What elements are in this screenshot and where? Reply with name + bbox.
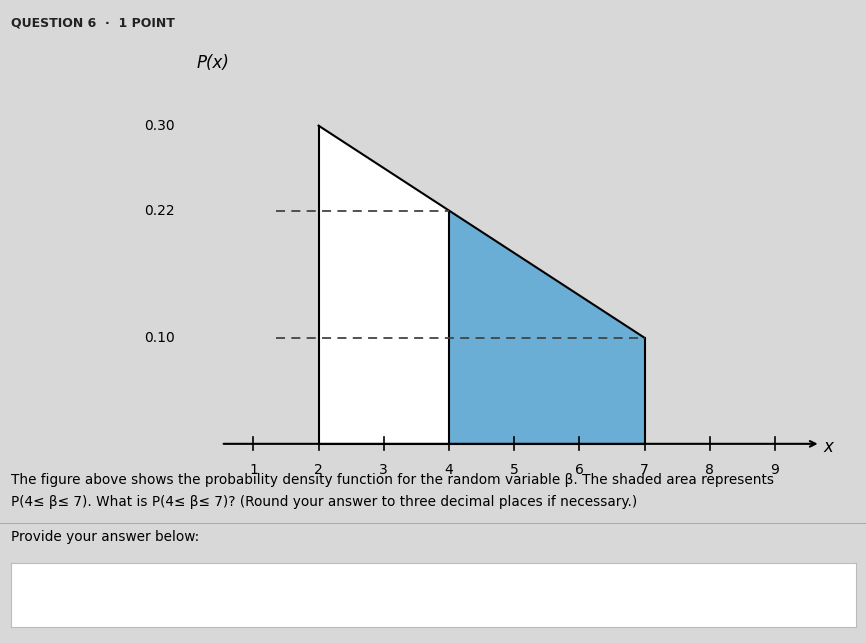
- Text: 7: 7: [640, 463, 649, 477]
- Text: P(4≤ β≤ 7). What is P(4≤ β≤ 7)? (Round your answer to three decimal places if ne: P(4≤ β≤ 7). What is P(4≤ β≤ 7)? (Round y…: [11, 495, 637, 509]
- Text: 2: 2: [314, 463, 323, 477]
- Text: P(x): P(x): [196, 53, 229, 71]
- Text: 9: 9: [771, 463, 779, 477]
- Text: 8: 8: [705, 463, 714, 477]
- Text: 4: 4: [444, 463, 453, 477]
- Text: 1: 1: [249, 463, 258, 477]
- Polygon shape: [319, 125, 644, 444]
- Text: 0.10: 0.10: [145, 331, 175, 345]
- Text: The figure above shows the probability density function for the random variable : The figure above shows the probability d…: [11, 473, 774, 487]
- Text: 5: 5: [510, 463, 519, 477]
- Text: 6: 6: [575, 463, 584, 477]
- Text: 3: 3: [379, 463, 388, 477]
- Text: 0.22: 0.22: [145, 204, 175, 217]
- Text: 0.30: 0.30: [145, 119, 175, 132]
- Text: QUESTION 6  ·  1 POINT: QUESTION 6 · 1 POINT: [11, 16, 175, 29]
- Polygon shape: [449, 210, 644, 444]
- Text: Provide your answer below:: Provide your answer below:: [11, 530, 199, 545]
- Text: x: x: [824, 438, 834, 456]
